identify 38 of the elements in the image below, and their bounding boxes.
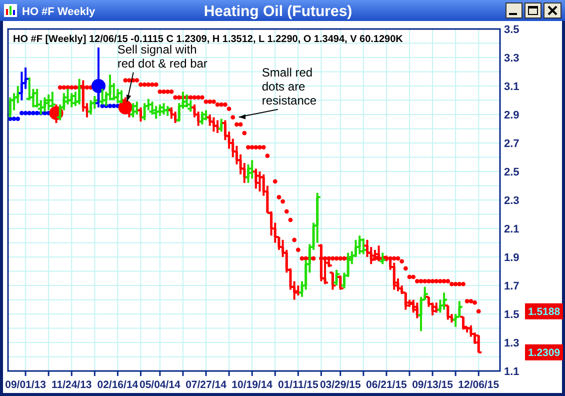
point <box>34 110 40 116</box>
x-tick-label: 12/06/15 <box>458 379 500 391</box>
chart-subtitle: HO #F Weekly <box>22 6 96 18</box>
y-tick-label: 3.3 <box>504 52 520 64</box>
point <box>27 110 32 116</box>
y-tick-label: 1.1 <box>504 366 520 378</box>
point <box>12 116 16 121</box>
x-tick-label: 09/01/13 <box>5 379 46 391</box>
y-tick-label: 1.9 <box>504 252 520 264</box>
x-tick-label: 09/13/15 <box>412 379 454 391</box>
x-tick-label: 01/11/15 <box>278 379 318 391</box>
text: 1.5188 <box>528 306 560 318</box>
x-tick-label: 02/16/14 <box>97 379 138 391</box>
point <box>16 116 20 121</box>
x-tick-label: 06/21/15 <box>366 379 408 391</box>
y-tick-label: 1.3 <box>504 337 520 350</box>
point <box>31 110 36 116</box>
y-tick-label: 3.1 <box>504 80 520 93</box>
chart-title: Heating Oil (Futures) <box>204 3 352 20</box>
annotation: HO #F [Weekly] 12/06/15 -0.1115 C 1.2309, H 1.3512, L 1.2290, O 1.3494, V 60.1290K <box>13 34 404 45</box>
y-tick-label: 3.5 <box>504 24 520 36</box>
annotation: Sell signal with red dot & red bar <box>117 42 208 70</box>
x-tick-label: 07/27/14 <box>186 379 227 391</box>
y-tick-label: 2.9 <box>504 109 520 122</box>
y-tick-label: 2.7 <box>504 138 520 150</box>
annotation: Small red dots are resistance <box>262 65 317 108</box>
x-tick-label: 03/29/15 <box>320 379 361 391</box>
x-tick-label: 10/19/14 <box>232 379 273 391</box>
y-tick-label: 2.5 <box>504 166 520 178</box>
x-tick-label: 11/24/13 <box>51 379 92 391</box>
x-tick-label: 05/04/14 <box>139 379 181 391</box>
y-tick-label: 1.5 <box>504 308 520 321</box>
point <box>20 110 24 116</box>
point <box>23 110 28 116</box>
y-tick-label: 2.1 <box>504 223 520 236</box>
y-tick-label: 1.7 <box>504 280 520 292</box>
y-tick-label: 2.3 <box>504 194 520 207</box>
text: 1.2309 <box>528 347 560 360</box>
